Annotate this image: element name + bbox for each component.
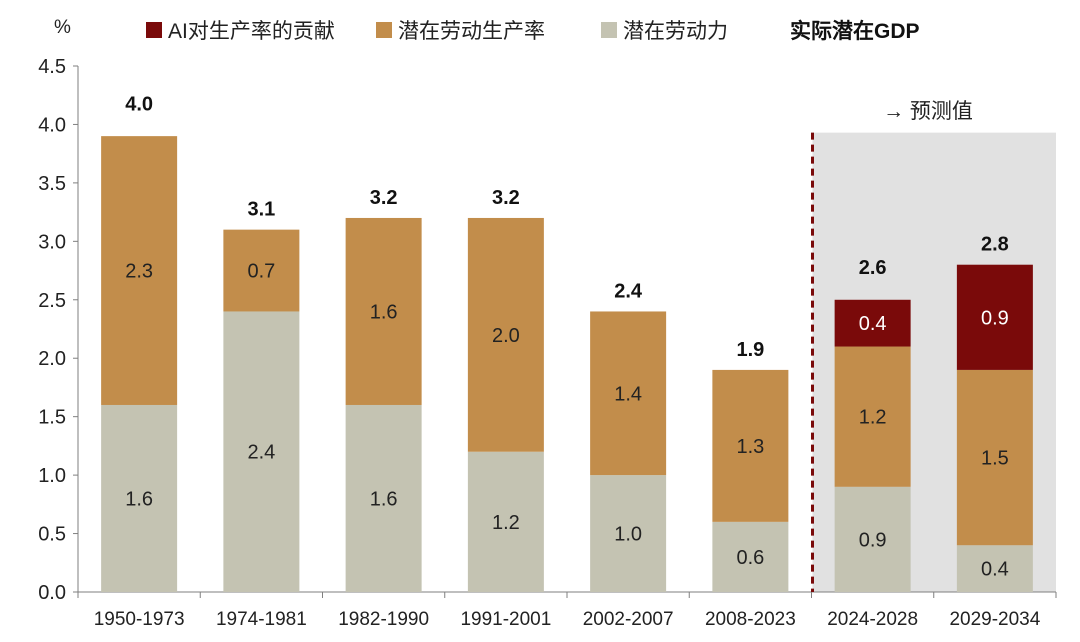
bar-total-label: 3.2 (492, 187, 520, 209)
bar-segment-label: 0.9 (859, 529, 887, 551)
bar-segment (223, 311, 300, 592)
bar-total-label: 3.1 (247, 199, 275, 221)
bar-segment (834, 346, 911, 487)
x-tick-label: 2024-2028 (827, 609, 918, 630)
legend-label: 实际潜在GDP (790, 19, 920, 43)
y-tick-label: 2.0 (38, 348, 66, 370)
bar-segment (712, 521, 789, 592)
bar-segment-label: 0.7 (247, 261, 275, 283)
bar-total-label: 1.9 (736, 339, 764, 361)
x-tick-label: 1982-1990 (338, 609, 429, 630)
legend-swatch (601, 22, 617, 38)
bar-segment (590, 311, 667, 476)
y-tick-label: 1.5 (38, 407, 66, 429)
legend-label: AI对生产率的贡献 (168, 20, 335, 43)
y-unit-label: % (54, 17, 71, 38)
bar-segment (590, 475, 667, 592)
y-tick-label: 4.5 (38, 56, 66, 78)
bar-segment (345, 217, 422, 405)
bar-segment (712, 369, 789, 522)
bar-segment (223, 229, 300, 312)
bar-total-label: 2.8 (981, 234, 1009, 256)
bar-segment-label: 2.4 (247, 442, 275, 464)
bar-segment-label: 1.2 (492, 512, 520, 534)
bar-segment-label: 1.5 (981, 448, 1009, 470)
bar-segment-label: 1.6 (370, 301, 398, 323)
legend-swatch (146, 22, 162, 38)
y-tick-label: 4.0 (38, 114, 66, 136)
x-tick-label: 2002-2007 (583, 609, 674, 630)
x-tick-label: 1974-1981 (216, 609, 307, 630)
x-tick-label: 1991-2001 (460, 609, 551, 630)
y-tick-label: 2.5 (38, 290, 66, 312)
bar-segment-label: 0.6 (736, 547, 764, 569)
bar-segment-label: 1.4 (614, 383, 642, 405)
bar-total-label: 2.6 (859, 257, 887, 279)
legend-label: 潜在劳动力 (623, 20, 728, 43)
bar-segment-label: 0.4 (981, 559, 1009, 581)
bar-segment-label: 1.6 (370, 488, 398, 510)
bar-segment (834, 299, 911, 347)
bar-segment (467, 217, 544, 452)
bar-segment-label: 2.0 (492, 325, 520, 347)
bar-segment-label: 1.6 (125, 488, 153, 510)
y-tick-label: 3.0 (38, 231, 66, 253)
bar-total-label: 2.4 (614, 280, 643, 302)
bar-segment (834, 486, 911, 592)
bar-total-label: 3.2 (370, 187, 398, 209)
forecast-label: → 预测值 (883, 100, 973, 123)
bar-segment (956, 264, 1033, 370)
bar-segment (101, 404, 178, 592)
bar-segment-label: 2.3 (125, 261, 153, 283)
y-tick-label: 0.5 (38, 524, 66, 546)
x-tick-label: 1950-1973 (94, 609, 185, 630)
y-tick-label: 0.0 (38, 582, 66, 604)
bar-segment-label: 0.4 (859, 313, 887, 335)
legend-swatch (376, 22, 392, 38)
bar-segment (467, 451, 544, 592)
x-tick-label: 2008-2023 (705, 609, 796, 630)
bar-segment (101, 136, 178, 405)
bar-segment-label: 0.9 (981, 307, 1009, 329)
bar-segment (956, 545, 1033, 592)
x-tick-label: 2029-2034 (949, 609, 1040, 630)
y-tick-label: 3.5 (38, 173, 66, 195)
bar-segment-label: 1.3 (736, 436, 764, 458)
bar-total-label: 4.0 (125, 93, 153, 115)
bar-segment (956, 369, 1033, 546)
legend-label: 潜在劳动生产率 (398, 20, 545, 43)
bar-segment-label: 1.0 (614, 524, 642, 546)
bar-segment-label: 1.2 (859, 407, 887, 429)
y-tick-label: 1.0 (38, 465, 66, 487)
bar-segment (345, 404, 422, 592)
